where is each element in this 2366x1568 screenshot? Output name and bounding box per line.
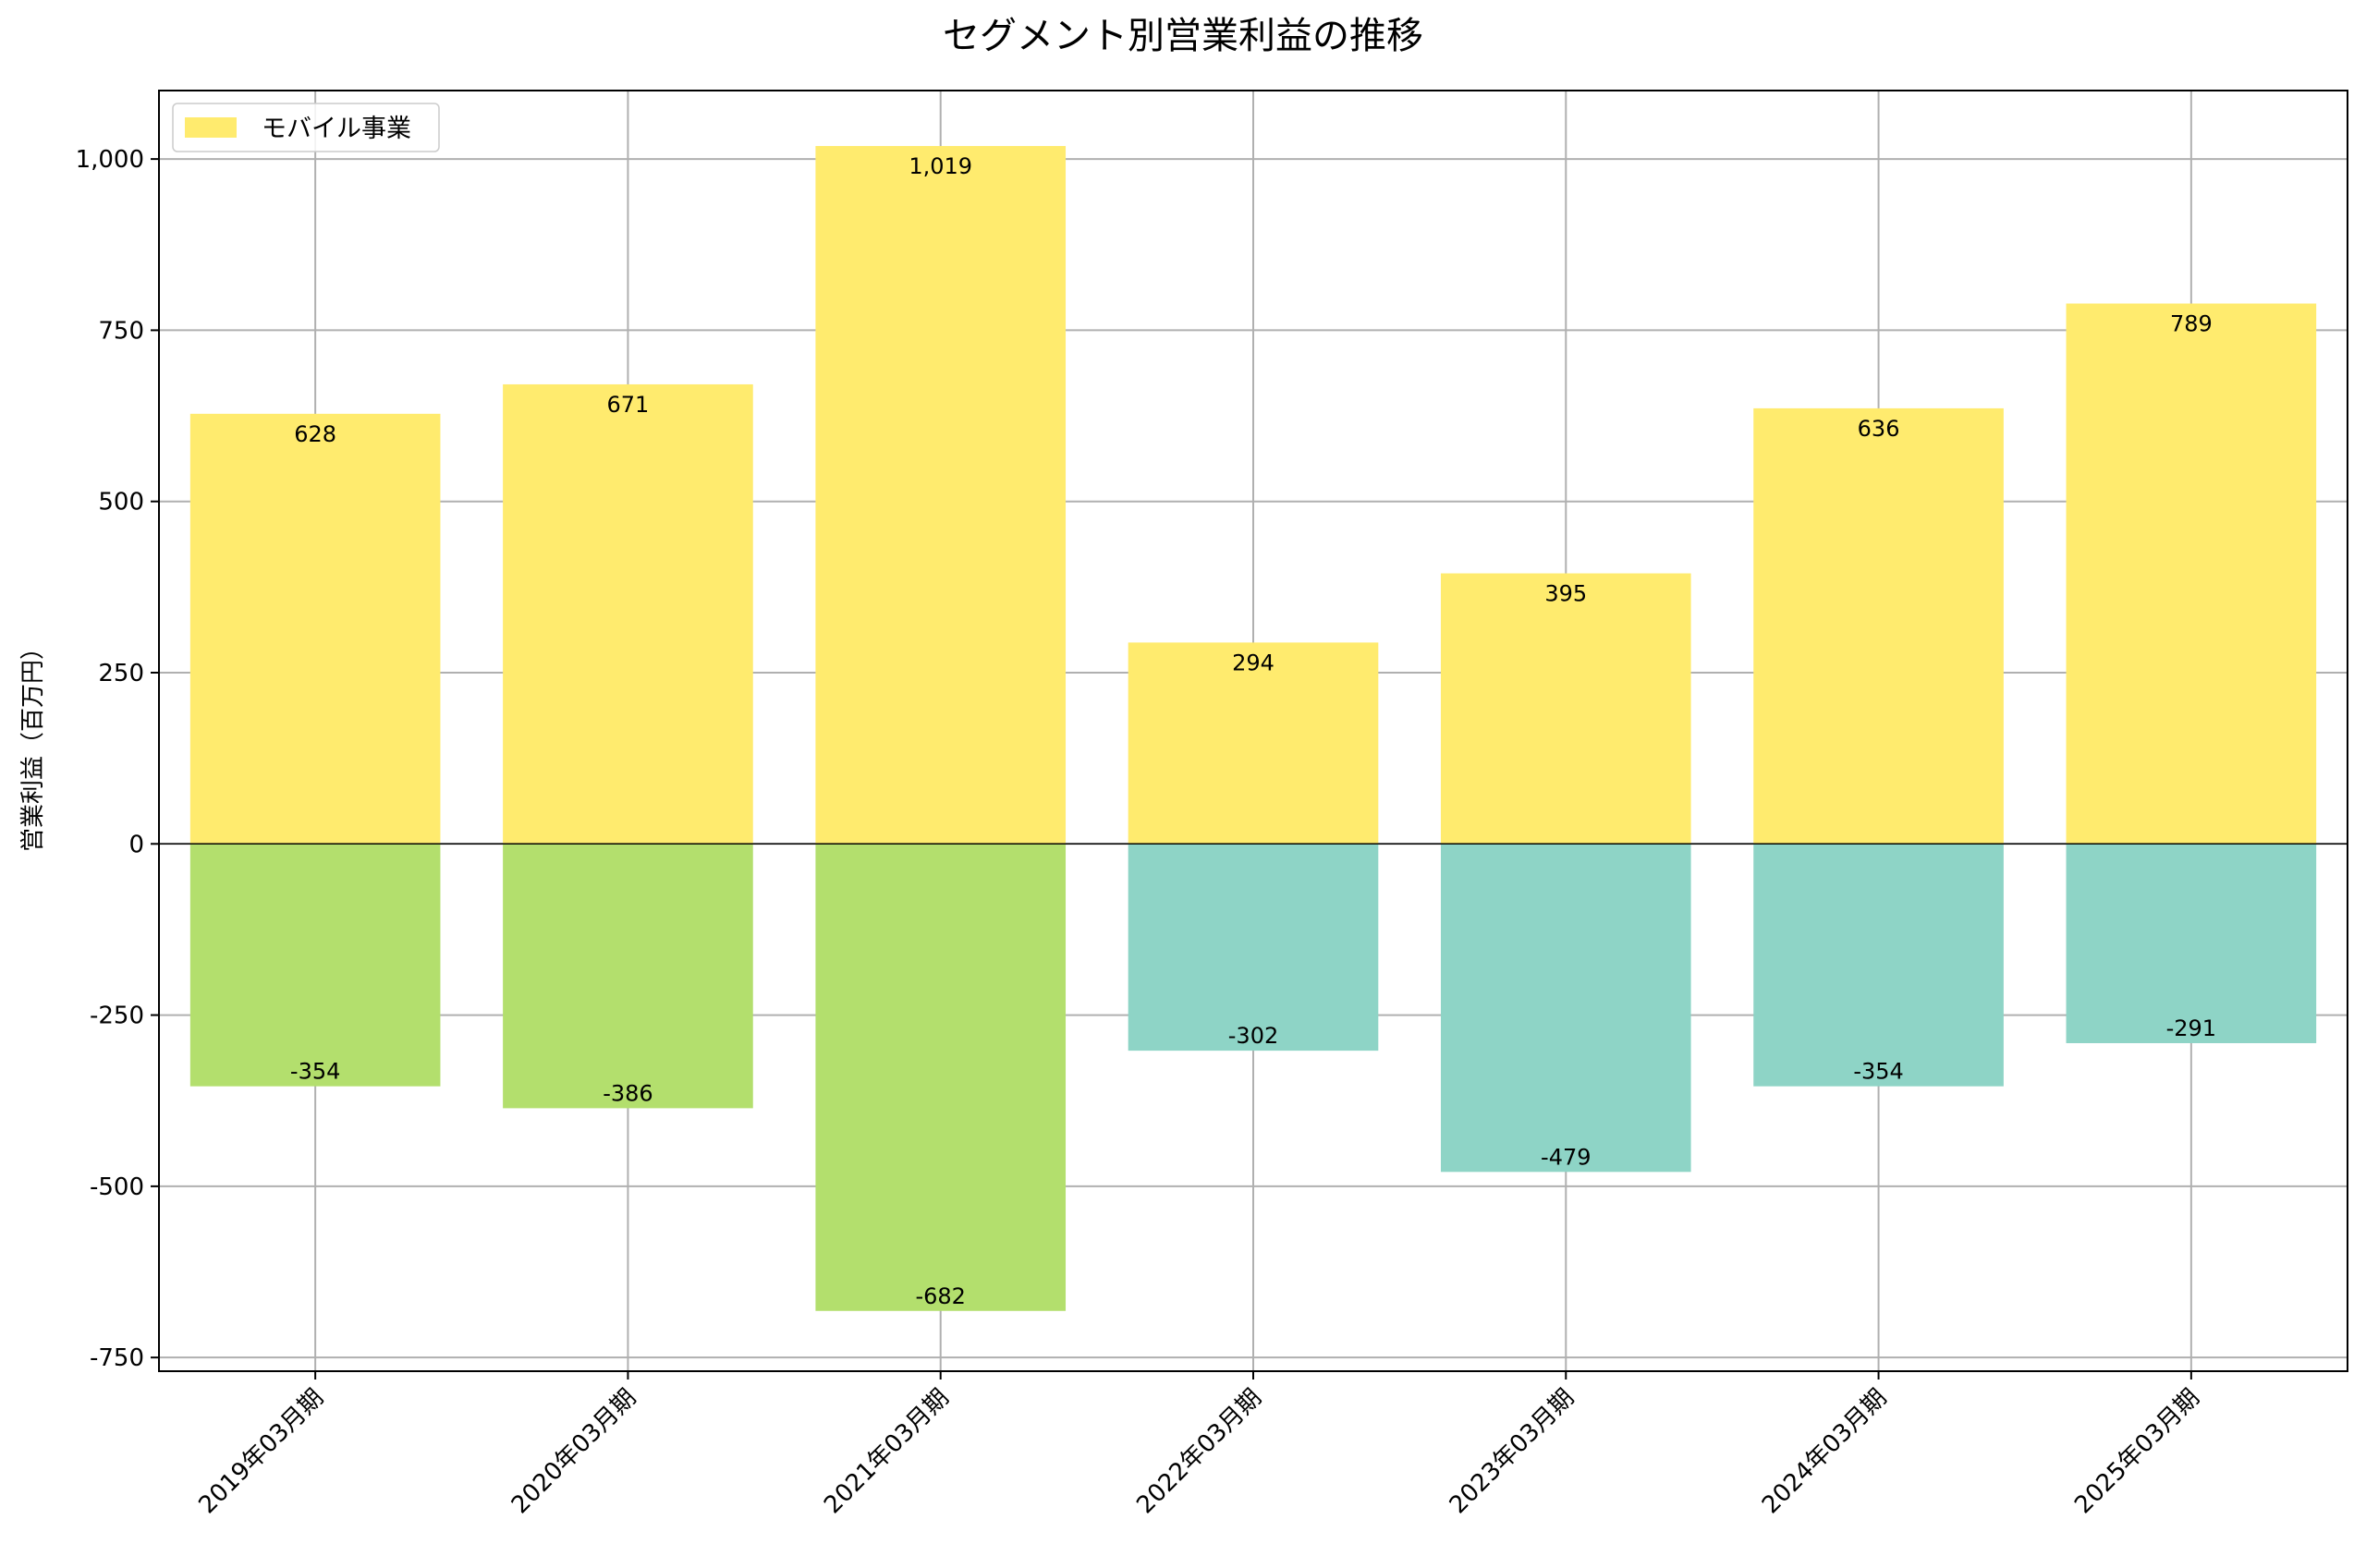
bar xyxy=(2066,303,2317,845)
bar xyxy=(1440,573,1691,845)
bar xyxy=(1128,642,1379,845)
bar-value-label: -354 xyxy=(290,1059,340,1085)
bar-value-label: -302 xyxy=(1228,1023,1278,1049)
bar-value-label: -479 xyxy=(1541,1144,1591,1170)
bar-value-label: -291 xyxy=(2166,1015,2216,1041)
bar xyxy=(815,844,1067,1311)
bar-value-label: 671 xyxy=(607,392,650,418)
bar-value-label: 789 xyxy=(2170,311,2213,337)
bar xyxy=(1753,844,2004,1087)
y-tick-label: 250 xyxy=(98,660,144,687)
bar xyxy=(2066,844,2317,1043)
y-tick-label: -750 xyxy=(90,1344,144,1372)
bar xyxy=(189,844,441,1087)
y-tick-label: -250 xyxy=(90,1003,144,1030)
legend-swatch xyxy=(185,117,237,138)
y-tick-label: 500 xyxy=(98,489,144,517)
bars xyxy=(189,146,2317,1311)
bar-value-label: -682 xyxy=(915,1283,965,1309)
legend-label: モバイル事業 xyxy=(262,115,411,143)
bar-value-label: 1,019 xyxy=(909,153,972,179)
bar xyxy=(503,844,753,1109)
bar xyxy=(815,146,1067,845)
bar xyxy=(1128,844,1379,1051)
bar-value-label: -354 xyxy=(1853,1059,1903,1085)
bar-labels: 628 671 1,019 294 395 636 789 -354 -386 -682 -302 -… xyxy=(290,153,2216,1309)
y-tick-label: 1,000 xyxy=(76,146,144,174)
bar xyxy=(1753,407,2004,845)
bar-value-label: 628 xyxy=(294,421,336,447)
bar xyxy=(503,383,753,845)
legend: モバイル事業 xyxy=(172,103,440,152)
bar-value-label: 636 xyxy=(1858,416,1900,442)
bar-value-label: -386 xyxy=(603,1080,652,1106)
y-tick-label: -500 xyxy=(90,1173,144,1201)
chart-title: セグメント別営業利益の推移 xyxy=(943,15,1423,57)
bar-value-label: 294 xyxy=(1232,650,1274,675)
bar xyxy=(189,413,441,845)
y-tick-label: 0 xyxy=(128,831,144,858)
bar xyxy=(1440,844,1691,1173)
y-tick-label: 750 xyxy=(98,317,144,345)
bar-value-label: 395 xyxy=(1544,581,1587,607)
legend-box xyxy=(172,103,440,152)
y-axis-label: 営業利益（百万円） xyxy=(19,636,47,852)
